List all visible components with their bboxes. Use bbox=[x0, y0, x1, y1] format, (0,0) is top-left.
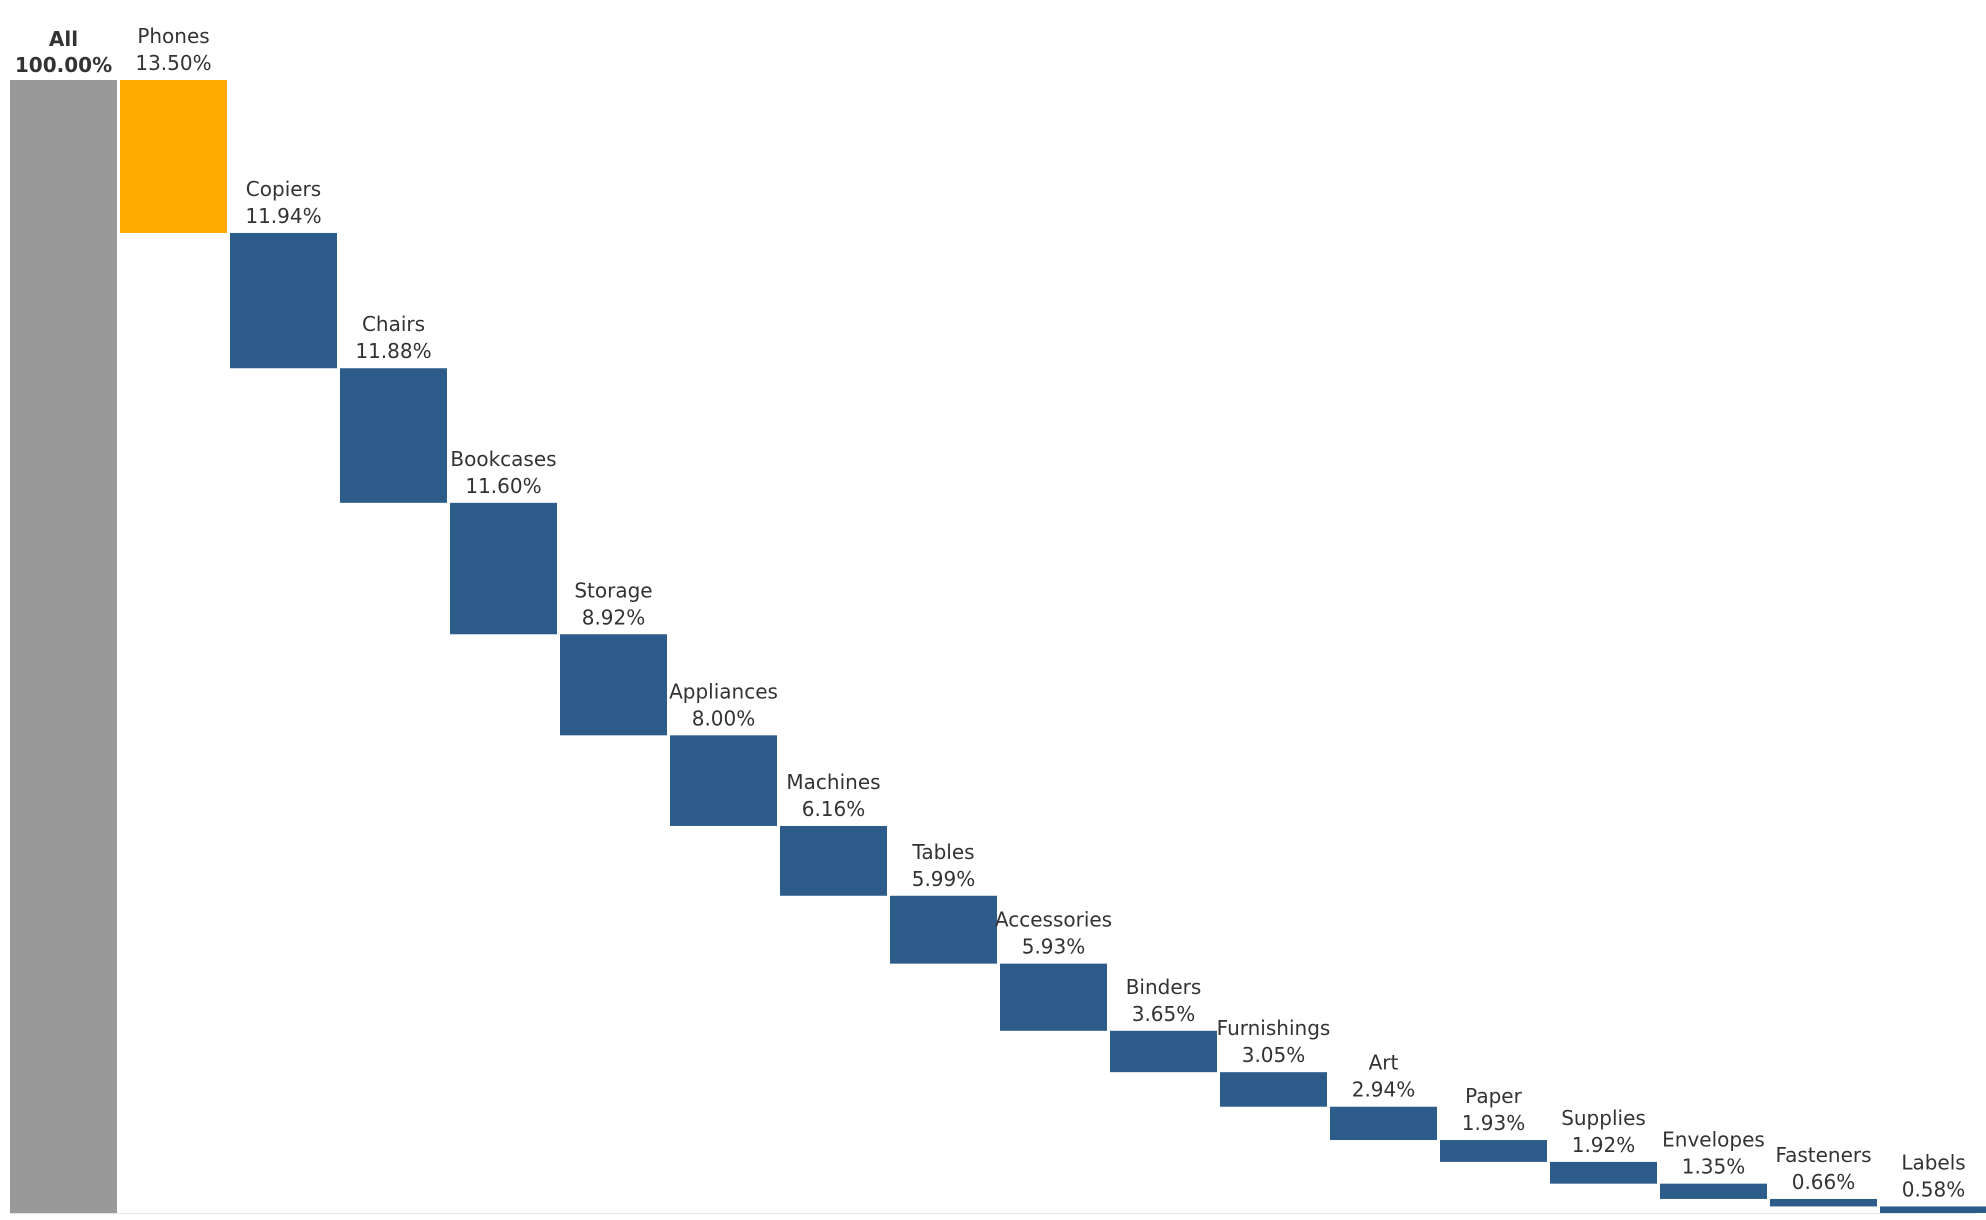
bar-label-fasteners: Fasteners bbox=[1775, 1143, 1871, 1167]
bar-appliances bbox=[670, 735, 777, 826]
value-label-appliances: 8.00% bbox=[692, 706, 756, 730]
bar-binders bbox=[1110, 1030, 1217, 1073]
bar-label-envelopes: Envelopes bbox=[1662, 1128, 1765, 1152]
bar-storage bbox=[560, 634, 667, 736]
bar-label-copiers: Copiers bbox=[246, 177, 321, 201]
value-label-envelopes: 1.35% bbox=[1682, 1155, 1746, 1179]
bar-total-all bbox=[10, 80, 117, 1213]
bar-label-storage: Storage bbox=[574, 578, 652, 602]
bar-labels bbox=[1880, 1206, 1986, 1213]
value-label-supplies: 1.92% bbox=[1572, 1133, 1636, 1157]
bar-furnishings bbox=[1220, 1072, 1327, 1107]
value-label-fasteners: 0.66% bbox=[1792, 1170, 1856, 1194]
value-label-binders: 3.65% bbox=[1132, 1002, 1196, 1026]
value-label-phones: 13.50% bbox=[135, 51, 211, 75]
bar-chairs bbox=[340, 368, 447, 503]
value-label-all: 100.00% bbox=[15, 53, 112, 77]
bar-label-supplies: Supplies bbox=[1561, 1106, 1646, 1130]
bar-bookcases bbox=[450, 502, 557, 635]
bar-label-art: Art bbox=[1369, 1051, 1399, 1075]
bar-paper bbox=[1440, 1140, 1547, 1162]
bar-label-binders: Binders bbox=[1126, 975, 1202, 999]
bar-fasteners bbox=[1770, 1198, 1877, 1207]
bar-phones bbox=[120, 80, 227, 233]
value-label-labels: 0.58% bbox=[1902, 1177, 1966, 1201]
bars-group bbox=[10, 80, 1986, 1213]
bar-label-furnishings: Furnishings bbox=[1217, 1016, 1331, 1040]
bar-label-tables: Tables bbox=[911, 840, 974, 864]
bar-label-all: All bbox=[49, 27, 78, 51]
bar-label-accessories: Accessories bbox=[995, 908, 1112, 932]
value-label-accessories: 5.93% bbox=[1022, 935, 1086, 959]
bar-label-bookcases: Bookcases bbox=[450, 447, 556, 471]
bar-label-labels: Labels bbox=[1901, 1150, 1965, 1174]
value-label-furnishings: 3.05% bbox=[1242, 1043, 1306, 1067]
bar-machines bbox=[780, 825, 887, 896]
value-label-copiers: 11.94% bbox=[245, 204, 321, 228]
value-label-art: 2.94% bbox=[1352, 1078, 1416, 1102]
value-label-bookcases: 11.60% bbox=[465, 474, 541, 498]
bar-label-appliances: Appliances bbox=[669, 679, 778, 703]
value-label-chairs: 11.88% bbox=[355, 339, 431, 363]
bar-label-chairs: Chairs bbox=[362, 312, 425, 336]
bar-copiers bbox=[230, 232, 337, 369]
bar-accessories bbox=[1000, 963, 1107, 1031]
bar-label-machines: Machines bbox=[786, 770, 880, 794]
bar-supplies bbox=[1550, 1161, 1657, 1184]
value-label-paper: 1.93% bbox=[1462, 1111, 1526, 1135]
value-label-storage: 8.92% bbox=[582, 605, 646, 629]
bar-label-phones: Phones bbox=[137, 24, 209, 48]
value-label-machines: 6.16% bbox=[802, 797, 866, 821]
bar-label-paper: Paper bbox=[1465, 1084, 1522, 1108]
value-label-tables: 5.99% bbox=[912, 867, 976, 891]
bar-tables bbox=[890, 895, 997, 964]
bar-art bbox=[1330, 1106, 1437, 1141]
bar-envelopes bbox=[1660, 1183, 1767, 1199]
